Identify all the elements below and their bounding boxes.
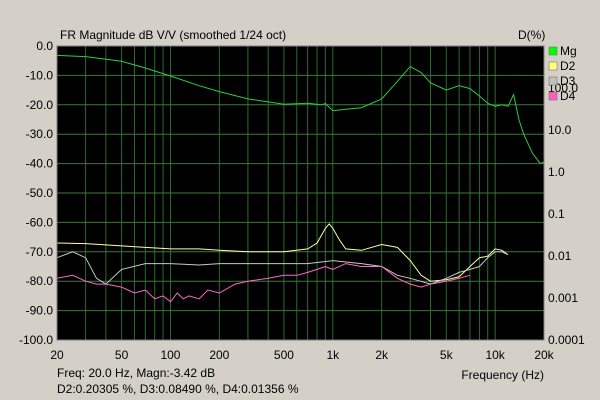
legend-swatch-d3 bbox=[548, 76, 558, 86]
y-tick-label: -90.0 bbox=[26, 304, 54, 318]
y2-tick-label: 0.0001 bbox=[548, 333, 585, 347]
y-tick-label: -10.0 bbox=[26, 68, 54, 82]
grid bbox=[57, 46, 544, 340]
x-tick-label: 2k bbox=[375, 348, 389, 362]
legend-label-mg: Mg bbox=[560, 44, 577, 58]
y2-tick-label: 10.0 bbox=[548, 123, 572, 137]
y-tick-label: -50.0 bbox=[26, 186, 54, 200]
y2-tick-label: 0.01 bbox=[548, 249, 572, 263]
legend-label-d3: D3 bbox=[560, 74, 576, 88]
y-tick-label: 0.0 bbox=[36, 39, 53, 53]
x-tick-label: 500 bbox=[274, 348, 294, 362]
x-tick-label: 1k bbox=[326, 348, 340, 362]
y-tick-label: -80.0 bbox=[26, 274, 54, 288]
y2-tick-label: 0.1 bbox=[548, 207, 565, 221]
x-tick-label: 200 bbox=[209, 348, 229, 362]
right-axis-title: D(%) bbox=[518, 28, 545, 42]
legend-swatch-mg bbox=[548, 46, 558, 56]
status-freq-line: Freq: 20.0 Hz, Magn:-3.42 dB bbox=[57, 366, 216, 380]
x-tick-labels: 20 50 100 200 500 1k 2k 5k 10k 20k bbox=[50, 348, 554, 362]
y-tick-label: -100.0 bbox=[19, 333, 53, 347]
plot-border bbox=[56, 45, 545, 341]
legend-swatch-d2 bbox=[548, 61, 558, 71]
chart-title: FR Magnitude dB V/V (smoothed 1/24 oct) bbox=[60, 28, 286, 42]
y-tick-label: -30.0 bbox=[26, 127, 54, 141]
y-tick-label: -70.0 bbox=[26, 245, 54, 259]
x-tick-label: 5k bbox=[440, 348, 454, 362]
legend-label-d4: D4 bbox=[560, 89, 576, 103]
y-tick-label: -60.0 bbox=[26, 215, 54, 229]
y2-tick-label: 1.0 bbox=[548, 165, 565, 179]
legend-label-d2: D2 bbox=[560, 59, 576, 73]
y-tick-label: -20.0 bbox=[26, 98, 54, 112]
x-tick-label: 20 bbox=[50, 348, 64, 362]
y2-tick-label: 0.001 bbox=[548, 291, 578, 305]
status-dist-line: D2:0.20305 %, D3:0.08490 %, D4:0.01356 % bbox=[57, 382, 299, 396]
y-tick-label: -40.0 bbox=[26, 157, 54, 171]
series-line-d3 bbox=[56, 251, 509, 285]
x-tick-label: 20k bbox=[534, 348, 554, 362]
x-tick-label: 100 bbox=[160, 348, 180, 362]
x-tick-label: 10k bbox=[485, 348, 505, 362]
series-line-d2 bbox=[56, 223, 509, 282]
x-axis-label: Frequency (Hz) bbox=[461, 368, 544, 382]
x-tick-label: 50 bbox=[115, 348, 129, 362]
series-line-mg bbox=[56, 54, 545, 165]
series-line-d4 bbox=[56, 263, 471, 303]
y-tick-labels: 0.0 -10.0 -20.0 -30.0 -40.0 -50.0 -60.0 -70.0 -8… bbox=[19, 39, 53, 347]
legend-swatch-d4 bbox=[548, 91, 558, 101]
series-layer bbox=[56, 54, 545, 303]
